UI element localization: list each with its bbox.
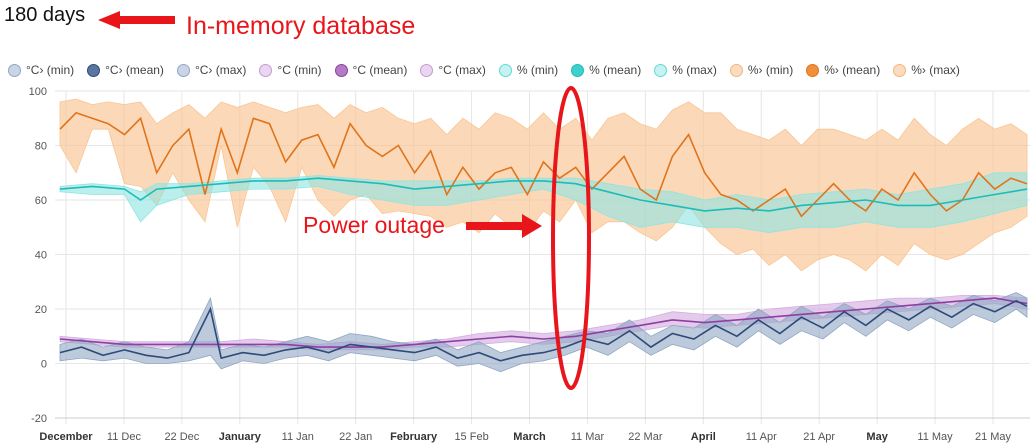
- legend-swatch-icon: [654, 63, 668, 77]
- legend-swatch-icon: [893, 63, 907, 77]
- y-tick-label: -20: [31, 413, 47, 425]
- series-band: [59, 292, 1028, 373]
- series-band: [59, 172, 1028, 234]
- x-tick-label: 22 Mar: [628, 431, 663, 443]
- x-tick-label: 15 Feb: [454, 431, 488, 443]
- legend-swatch-icon: [259, 63, 273, 77]
- arrow-right-icon: [466, 214, 542, 238]
- legend-label: %› (mean): [824, 63, 881, 77]
- legend-swatch-icon: [729, 63, 743, 77]
- annotation-power-outage: Power outage: [303, 212, 445, 238]
- y-tick-label: 80: [35, 141, 47, 153]
- x-tick-label: 21 Apr: [803, 431, 835, 443]
- legend-swatch-icon: [571, 63, 585, 77]
- series-areas: [59, 98, 1028, 373]
- x-tick-label: 11 Jan: [282, 431, 314, 443]
- legend-swatch-icon: [498, 63, 512, 77]
- y-tick-label: 40: [35, 250, 47, 262]
- x-tick-label: 11 Apr: [746, 431, 777, 443]
- legend-item[interactable]: °C (min): [259, 60, 322, 80]
- series-mean-line: [59, 297, 1028, 348]
- series-mean-line: [59, 111, 1028, 218]
- legend-label: °C› (max): [194, 63, 247, 77]
- series-lines: [59, 111, 1028, 362]
- legend: °C› (min) °C› (mean) °C› (max) °C (min) °C (…: [8, 60, 1032, 80]
- y-tick-label: 60: [35, 195, 47, 207]
- legend-label: %› (min): [747, 63, 794, 77]
- x-tick-label: 21 May: [975, 431, 1012, 443]
- legend-label: °C› (min): [26, 63, 75, 77]
- legend-label: °C (mean): [352, 63, 408, 77]
- annotation-in-memory-database: In-memory database: [186, 12, 416, 40]
- legend-swatch-icon: [334, 63, 348, 77]
- legend-item[interactable]: %› (max): [893, 60, 960, 80]
- arrow-left-icon: [98, 11, 175, 29]
- x-tick-label: 22 Dec: [164, 431, 199, 443]
- y-tick-label: 20: [35, 304, 47, 316]
- annotations: Power outage: [98, 11, 591, 390]
- legend-item[interactable]: °C› (min): [8, 60, 74, 80]
- legend-label: % (mean): [589, 63, 642, 77]
- y-tick-label: 100: [29, 86, 47, 98]
- x-tick-label: 11 Dec: [107, 431, 142, 443]
- x-axis: December 11 Dec 22 Dec January 11 Jan 22 Jan F…: [39, 417, 1030, 443]
- y-tick-label: 0: [41, 359, 47, 371]
- legend-label: °C (max): [438, 63, 486, 77]
- legend-item[interactable]: °C (mean): [334, 60, 408, 80]
- legend-item[interactable]: °C (max): [420, 60, 486, 80]
- legend-item[interactable]: %› (mean): [806, 60, 880, 80]
- x-tick-label: April: [691, 431, 716, 443]
- x-tick-label: 11 Mar: [571, 431, 605, 443]
- legend-label: °C (min): [277, 63, 322, 77]
- legend-label: %› (max): [911, 63, 960, 77]
- legend-label: °C› (mean): [105, 63, 164, 77]
- legend-item[interactable]: % (min): [498, 60, 559, 80]
- x-tick-label: December: [39, 431, 93, 443]
- chart-title: 180 days: [4, 4, 86, 26]
- legend-swatch-icon: [176, 63, 190, 77]
- legend-swatch-icon: [806, 63, 820, 77]
- legend-swatch-icon: [8, 63, 21, 77]
- legend-item[interactable]: %› (min): [729, 60, 794, 80]
- legend-label: % (max): [672, 63, 717, 77]
- x-tick-label: 11 May: [917, 431, 953, 443]
- legend-item[interactable]: % (max): [654, 60, 717, 80]
- y-axis: 100 80 60 40 20 0 -20: [29, 86, 47, 425]
- legend-item[interactable]: °C› (max): [176, 60, 247, 80]
- series-mean-line: [59, 177, 1028, 212]
- legend-swatch-icon: [420, 63, 434, 77]
- legend-swatch-icon: [87, 63, 101, 77]
- x-tick-label: February: [390, 431, 438, 443]
- x-tick-label: March: [513, 431, 546, 443]
- x-tick-label: 22 Jan: [339, 431, 372, 443]
- legend-item[interactable]: % (mean): [571, 60, 641, 80]
- x-tick-label: May: [866, 431, 888, 443]
- legend-item[interactable]: °C› (mean): [87, 60, 164, 80]
- legend-label: % (min): [516, 63, 559, 77]
- series-mean-line: [59, 299, 1028, 362]
- x-tick-label: January: [219, 431, 262, 443]
- outage-ellipse: [551, 86, 591, 390]
